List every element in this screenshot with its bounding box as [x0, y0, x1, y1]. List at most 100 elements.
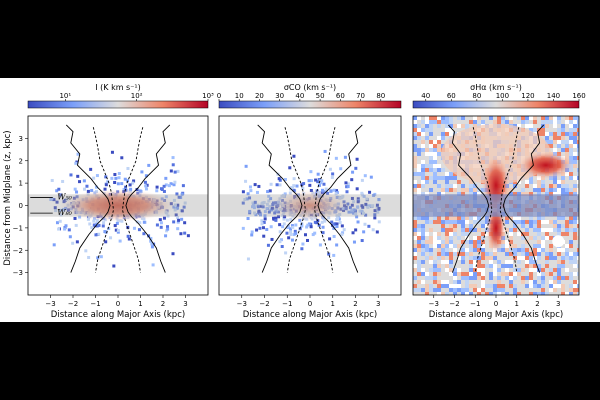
heatmap-cell: [521, 224, 525, 228]
heatmap-cell: [537, 120, 541, 124]
heatmap-cell: [441, 224, 445, 228]
heatmap-cell: [477, 268, 481, 272]
heatmap-cell: [569, 140, 573, 144]
heatmap-cell: [457, 120, 461, 124]
heatmap-cell: [553, 252, 557, 256]
heatmap-cell: [513, 256, 517, 260]
heatmap-cell: [505, 120, 509, 124]
heatmap-cell: [577, 252, 579, 256]
heatmap-cell: [517, 184, 521, 188]
heatmap-cell: [509, 252, 513, 256]
heatmap-cell: [437, 116, 441, 120]
heatmap-cell: [186, 234, 190, 238]
heatmap-cell: [529, 276, 533, 280]
heatmap-cell: [457, 288, 461, 292]
heatmap-cell: [561, 272, 565, 276]
heatmap-cell: [246, 192, 250, 196]
heatmap-cell: [457, 220, 461, 224]
heatmap-cell: [541, 216, 545, 220]
heatmap-cell: [537, 272, 541, 276]
heatmap-cell: [413, 176, 417, 180]
heatmap-cell: [55, 189, 59, 193]
heatmap-cell: [573, 284, 577, 288]
heatmap-cell: [323, 149, 327, 153]
heatmap-cell: [122, 187, 126, 191]
heatmap-cell: [477, 224, 481, 228]
heatmap-cell: [561, 132, 565, 136]
heatmap-cell: [509, 184, 513, 188]
heatmap-cell: [553, 272, 557, 276]
heatmap-cell: [429, 248, 433, 252]
heatmap-cell: [477, 292, 481, 295]
heatmap-cell: [441, 232, 445, 236]
heatmap-cell: [569, 232, 573, 236]
heatmap-cell: [104, 183, 108, 187]
heatmap-cell: [561, 288, 565, 292]
heatmap-cell: [465, 272, 469, 276]
heatmap-cell: [517, 236, 521, 240]
heatmap-cell: [561, 244, 565, 248]
heatmap-cell: [183, 221, 187, 225]
heatmap-cell: [453, 220, 457, 224]
heatmap-cell: [352, 240, 356, 244]
heatmap-cell: [251, 205, 255, 209]
heatmap-cell: [158, 218, 162, 222]
heatmap-cell: [545, 248, 549, 252]
heatmap-cell: [513, 120, 517, 124]
heatmap-cell: [541, 272, 545, 276]
heatmap-cell: [525, 272, 529, 276]
heatmap-cell: [485, 256, 489, 260]
heatmap-cell: [553, 232, 557, 236]
heatmap-cell: [505, 260, 509, 264]
heatmap-cell: [465, 284, 469, 288]
heatmap-cell: [421, 228, 425, 232]
heatmap-cell: [375, 230, 379, 234]
heatmap-cell: [517, 188, 521, 192]
heatmap-cell: [481, 292, 485, 295]
heatmap-cell: [497, 288, 501, 292]
heatmap-cell: [413, 156, 417, 160]
heatmap-cell: [449, 244, 453, 248]
heatmap-cell: [549, 220, 553, 224]
heatmap-cell: [513, 220, 517, 224]
heatmap-cell: [244, 179, 248, 183]
heatmap: [219, 124, 401, 273]
heatmap-cell: [529, 252, 533, 256]
heatmap-cell: [437, 216, 441, 220]
heatmap-cell: [569, 132, 573, 136]
heatmap-cell: [573, 264, 577, 268]
heatmap-cell: [497, 256, 501, 260]
w50-contour: [65, 124, 111, 273]
heatmap-cell: [481, 252, 485, 256]
heatmap-cell: [421, 140, 425, 144]
heatmap-cell: [569, 144, 573, 148]
heatmap-cell: [251, 201, 255, 205]
heatmap-cell: [561, 176, 565, 180]
heatmap-cell: [577, 224, 579, 228]
heatmap-cell: [445, 120, 449, 124]
heatmap-cell: [505, 268, 509, 272]
heatmap-cell: [477, 184, 481, 188]
heatmap-cell: [429, 232, 433, 236]
heatmap-cell: [340, 224, 344, 228]
heatmap-cell: [258, 226, 262, 230]
heatmap-cell: [477, 260, 481, 264]
heatmap-cell: [553, 116, 557, 120]
heatmap-cell: [477, 216, 481, 220]
heatmap-cell: [284, 251, 288, 255]
heatmap-cell: [308, 183, 312, 187]
heatmap-cell: [545, 264, 549, 268]
heatmap-cell: [553, 180, 557, 184]
colorbar-tick-label: 30: [275, 92, 284, 100]
heatmap-cell: [429, 192, 433, 196]
heatmap-cell: [429, 136, 433, 140]
heatmap-cell: [477, 280, 481, 284]
heatmap-cell: [549, 188, 553, 192]
x-tick-label: −1: [282, 300, 292, 308]
heatmap-cell: [449, 276, 453, 280]
heatmap-cell: [457, 268, 461, 272]
heatmap-cell: [289, 230, 293, 234]
heatmap-cell: [529, 280, 533, 284]
heatmap-cell: [88, 222, 92, 226]
heatmap-cell: [549, 132, 553, 136]
